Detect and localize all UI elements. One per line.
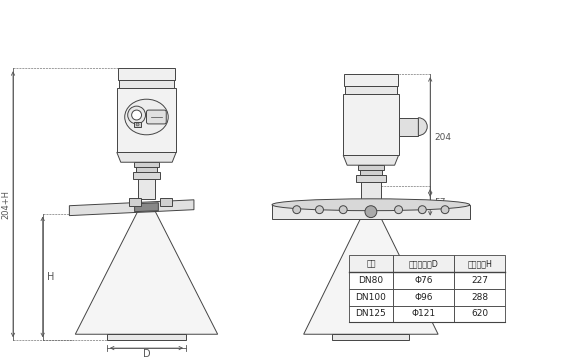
Bar [134,122,141,127]
Bar [272,205,470,218]
Bar [356,175,386,182]
Bar [360,170,382,175]
Bar [454,272,505,289]
Bar [138,179,155,199]
Text: DN125: DN125 [356,309,386,318]
Polygon shape [69,200,194,215]
Bar [398,118,418,135]
Ellipse shape [125,99,168,135]
Bar [343,94,398,155]
Circle shape [316,206,323,214]
Circle shape [418,206,426,214]
Wedge shape [418,118,427,135]
Bar [332,334,410,340]
Text: 288: 288 [471,293,488,302]
Bar [349,272,393,289]
Bar [117,88,176,153]
Text: 620: 620 [471,309,488,318]
Text: 57: 57 [434,198,446,207]
Circle shape [131,110,142,120]
Text: DN100: DN100 [356,293,386,302]
Polygon shape [75,211,218,334]
Text: 法兰: 法兰 [366,259,376,268]
Text: 测量高度H: 测量高度H [467,259,492,268]
Ellipse shape [272,199,470,211]
Bar [393,255,454,272]
Bar [107,334,186,340]
Bar [118,68,175,80]
Bar [345,86,397,94]
Polygon shape [343,155,398,165]
Bar [119,80,174,88]
Bar [454,255,505,272]
Polygon shape [304,215,438,334]
Bar [134,162,159,167]
Text: 227: 227 [471,276,488,285]
Bar [454,289,505,305]
Circle shape [293,206,300,214]
Text: 204: 204 [434,132,451,142]
Bar [133,172,160,179]
Polygon shape [135,203,158,211]
Text: D: D [143,349,150,359]
Bar [393,272,454,289]
Bar [358,165,384,170]
Bar [349,305,393,323]
Bar [344,74,398,86]
Text: Φ121: Φ121 [411,309,435,318]
Polygon shape [117,153,176,162]
Text: DN80: DN80 [358,276,384,285]
Circle shape [365,206,377,218]
Bar [393,305,454,323]
Circle shape [127,106,146,124]
Circle shape [441,206,449,214]
Text: Φ96: Φ96 [414,293,432,302]
Text: 测量口直径D: 测量口直径D [409,259,438,268]
Circle shape [136,123,139,126]
Bar [349,255,393,272]
Circle shape [339,206,347,214]
Bar [361,182,381,200]
Text: Φ76: Φ76 [414,276,432,285]
Bar [349,289,393,305]
Bar [393,289,454,305]
FancyBboxPatch shape [146,110,166,124]
Bar [454,305,505,323]
Circle shape [395,206,402,214]
Text: 204+H: 204+H [1,190,10,219]
Bar [160,198,172,206]
Bar [135,167,158,172]
Bar [129,198,141,206]
Text: H: H [47,272,54,282]
